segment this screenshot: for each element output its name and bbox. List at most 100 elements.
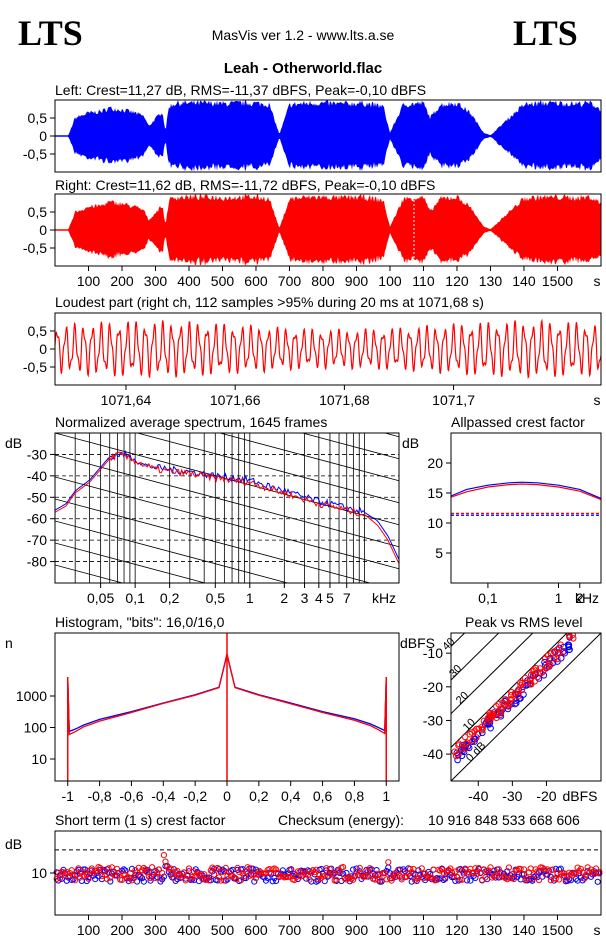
- peak-rms-point: [455, 742, 462, 749]
- spectrum-ytick-4-label: -70: [27, 532, 47, 548]
- short-term-xtick-13-label: 140: [512, 922, 536, 938]
- histogram-xtick-6-label: 0,2: [249, 788, 269, 804]
- peak-rms-point: [461, 733, 469, 741]
- left-waveform-ytick-2-label: -0,5: [23, 146, 47, 162]
- short-term-point: [581, 875, 588, 882]
- right-waveform-title: Right: Crest=11,62 dB, RMS=-11,72 dBFS, …: [55, 177, 435, 193]
- right-xtick-9-label: 100: [378, 273, 402, 289]
- peak-rms-point: [471, 727, 479, 735]
- short-term-point: [482, 874, 489, 881]
- short-term-point: [288, 866, 295, 874]
- short-term-point: [231, 874, 238, 881]
- peak-rms-point: [506, 696, 514, 703]
- right-xtick-5-label: 600: [244, 273, 268, 289]
- short-term-xtick-2-label: 300: [144, 922, 168, 938]
- short-term-point: [56, 875, 64, 882]
- right-waveform-ytick-2-label: -0,5: [23, 240, 47, 256]
- short-term-xtick-6-label: 700: [278, 922, 302, 938]
- short-term-point: [273, 866, 280, 873]
- short-term-point: [309, 867, 316, 874]
- peak-rms-point: [521, 674, 529, 682]
- peak-rms-point: [565, 641, 573, 649]
- short-term-point: [237, 877, 244, 884]
- short-term-xtick-0-label: 100: [77, 922, 101, 938]
- short-term-point: [452, 868, 459, 875]
- right-xtick-12-label: 130: [479, 273, 503, 289]
- short-term-point: [591, 870, 598, 878]
- short-term-point: [514, 867, 521, 874]
- short-term-point: [525, 869, 533, 876]
- short-term-point: [321, 872, 328, 879]
- peak-rms-point: [493, 702, 500, 710]
- peak-rms-point: [554, 655, 561, 663]
- short-term-point: [499, 870, 506, 877]
- left-waveform-title: Left: Crest=11,27 dB, RMS=-11,37 dBFS, P…: [55, 82, 426, 98]
- short-term-point: [348, 873, 355, 880]
- spectrum-ytick-5-label: -80: [27, 554, 47, 570]
- short-term-point: [184, 871, 191, 879]
- left-waveform-ytick-1-label: 0: [39, 128, 47, 144]
- spectrum-ytick-2-label: -50: [27, 489, 47, 505]
- short-term-point: [80, 872, 87, 879]
- short-term-point: [412, 877, 419, 884]
- short-term-point: [216, 874, 223, 881]
- short-term-point: [283, 873, 290, 881]
- peak-rms-point: [508, 691, 515, 699]
- short-term-xtick-7-label: 800: [311, 922, 335, 938]
- short-term-point: [552, 875, 559, 882]
- peak-rms-crest-line-0: [451, 633, 601, 781]
- short-term-point: [140, 878, 147, 885]
- peak-rms-point: [569, 633, 576, 639]
- peak-rms-point: [475, 725, 483, 733]
- short-term-point: [252, 875, 260, 882]
- spectrum-series-0: [54, 450, 400, 560]
- short-term-point: [504, 876, 511, 883]
- spectrum-xtick-7-label: 4: [315, 590, 323, 606]
- right-xtick-6-label: 700: [278, 273, 302, 289]
- short-term-point: [122, 867, 129, 874]
- checksum-label: Checksum (energy):: [278, 812, 404, 828]
- spectrum-xlabel: kHz: [372, 590, 396, 606]
- peak-rms-crest-line-2: [451, 633, 534, 715]
- peak-rms-point: [569, 635, 577, 642]
- short-term-point: [596, 868, 603, 876]
- short-term-point: [78, 868, 85, 875]
- peak-rms-point: [505, 702, 513, 709]
- short-term-point: [395, 867, 402, 874]
- short-term-point: [371, 876, 378, 883]
- right-xtick-13-label: 140: [512, 273, 536, 289]
- short-term-point: [447, 865, 454, 872]
- short-term-point: [140, 864, 147, 872]
- crest-ytick-0-label: 5: [435, 545, 443, 561]
- right-x-unit: s: [594, 273, 601, 289]
- spectrum-ylabel: dB: [5, 435, 22, 451]
- crest-frame: [450, 432, 602, 584]
- short-term-xtick-3-label: 400: [177, 922, 201, 938]
- spectrum-slope-15: [55, 542, 207, 583]
- left-waveform-ytick-0-label: 0,5: [28, 110, 48, 126]
- short-term-point: [214, 877, 221, 884]
- spectrum-title: Normalized average spectrum, 1645 frames: [55, 414, 327, 430]
- peak-rms-ytick-1-label: -20: [423, 679, 443, 695]
- short-term-xtick-9-label: 100: [378, 922, 402, 938]
- loudest-trace: [54, 318, 602, 379]
- short-term-xtick-4-label: 500: [211, 922, 235, 938]
- short-term-ylabel: dB: [5, 836, 22, 852]
- crest-xtick-2-label: 2: [576, 590, 584, 606]
- short-term-point: [112, 871, 119, 878]
- peak-rms-point: [489, 712, 497, 720]
- spectrum-ytick-3-label: -60: [27, 511, 47, 527]
- short-term-point: [160, 852, 167, 859]
- short-term-point: [142, 866, 149, 873]
- short-term-point: [455, 866, 462, 873]
- histogram-xtick-4-label: -0,2: [183, 788, 207, 804]
- short-term-point: [433, 876, 440, 884]
- crest-series-0: [450, 481, 602, 499]
- spectrum-slope-7: [300, 433, 399, 460]
- histogram-xtick-0-label: -1: [62, 788, 75, 804]
- spectrum-slope-14: [55, 520, 290, 583]
- right-xtick-8-label: 900: [345, 273, 369, 289]
- right-xtick-3-label: 400: [177, 273, 201, 289]
- short-term-point: [576, 867, 583, 874]
- short-term-point: [430, 866, 437, 873]
